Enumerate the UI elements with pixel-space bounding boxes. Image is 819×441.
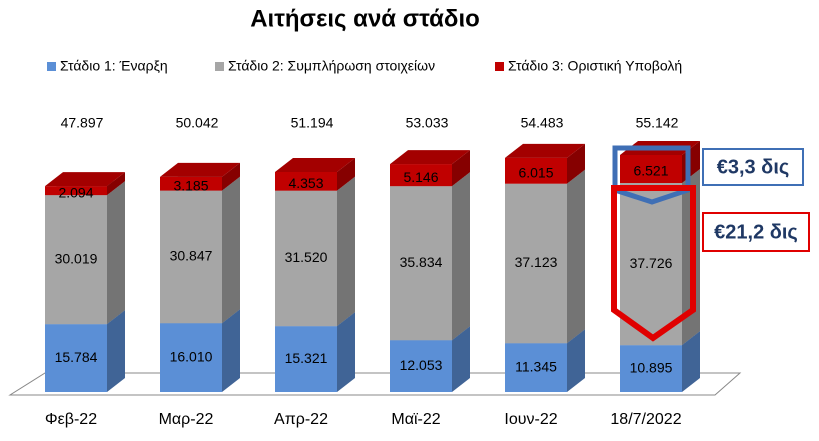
annotation-box: [702, 148, 804, 186]
bar-segment: [390, 150, 470, 187]
total-label: 54.483: [521, 115, 564, 131]
bar-front: [620, 155, 682, 184]
bar-side: [337, 312, 355, 392]
data-label: 15.321: [285, 350, 328, 366]
chart-title: Αιτήσεις ανά στάδιο: [250, 5, 480, 32]
annotation: €3,3 δις: [717, 156, 790, 178]
legend-label: Στάδιο 3: Οριστική Υποβολή: [508, 58, 682, 74]
bar-side: [222, 162, 240, 191]
highlight-stage3: [612, 145, 691, 205]
bar-segment: [505, 143, 585, 184]
bar-side: [107, 172, 125, 196]
bar-top: [160, 162, 240, 177]
bar-front: [160, 190, 222, 324]
data-label: 35.834: [400, 254, 443, 270]
bar-segment: [275, 157, 355, 191]
bar-side: [452, 326, 470, 392]
bar-side: [452, 172, 470, 341]
x-tick-label: Φεβ-22: [45, 411, 97, 428]
data-label: 6.015: [518, 164, 553, 180]
annotation-box: [702, 212, 810, 252]
bar-front: [275, 171, 337, 191]
bar-side: [107, 181, 125, 325]
legend-swatch: [495, 62, 504, 71]
x-tick-label: Ιουν-22: [504, 411, 557, 428]
data-label: 30.019: [55, 250, 98, 266]
bar-front: [390, 186, 452, 341]
highlight-stage2: [611, 185, 696, 342]
bar-segment: [160, 162, 240, 191]
x-tick-label: Μαρ-22: [159, 411, 214, 428]
bar-front: [390, 164, 452, 187]
bar-segment: [45, 172, 125, 196]
bar-side: [567, 329, 585, 392]
bar-front: [620, 345, 682, 392]
legend-label: Στάδιο 2: Συμπλήρωση στοιχείων: [228, 58, 435, 74]
bar-side: [567, 169, 585, 344]
plot: 15.784 30.019 2.094 47.897 Φεβ-22 16.010 30.84…: [45, 115, 700, 428]
bar-top: [45, 172, 125, 187]
total-label: 51.194: [291, 115, 334, 131]
total-label: 50.042: [176, 115, 219, 131]
x-tick-label: Μαϊ-22: [391, 411, 440, 428]
data-label: 30.847: [170, 248, 213, 264]
data-label: 10.895: [630, 359, 673, 375]
data-label: 11.345: [515, 358, 557, 374]
bar-side: [567, 143, 585, 184]
bar-front: [505, 343, 567, 392]
annotation: €21,2 δις: [714, 221, 798, 243]
bar-top: [505, 143, 585, 158]
bar-front: [45, 186, 107, 196]
bar-front: [275, 190, 337, 327]
legend-label: Στάδιο 1: Έναρξη: [60, 58, 168, 74]
total-label: 53.033: [406, 115, 449, 131]
data-label: 37.726: [630, 255, 673, 271]
legend-swatch: [215, 62, 224, 71]
bar-side: [337, 176, 355, 327]
data-label: 31.520: [285, 249, 328, 265]
data-label: 12.053: [400, 357, 443, 373]
legend-swatch: [47, 62, 56, 71]
bar-side: [452, 150, 470, 187]
data-label: 2.094: [58, 184, 93, 200]
bar-side: [107, 310, 125, 392]
data-label: 5.146: [403, 169, 438, 185]
data-label: 6.521: [633, 163, 668, 179]
bar-front: [160, 176, 222, 191]
bar-segment: [505, 169, 585, 344]
bar-front: [160, 323, 222, 392]
bar-side: [222, 176, 240, 324]
bar-front: [390, 340, 452, 392]
data-label: 4.353: [288, 175, 323, 191]
bar-side: [222, 309, 240, 392]
data-label: 37.123: [515, 254, 558, 270]
bar-front: [505, 183, 567, 344]
bar-side: [682, 331, 700, 392]
data-label: 16.010: [170, 348, 213, 364]
bar-front: [45, 324, 107, 392]
data-label: 3.185: [173, 177, 208, 193]
bar-top: [390, 150, 470, 165]
total-label: 55.142: [636, 115, 679, 131]
bar-front: [45, 195, 107, 325]
x-tick-label: 18/7/2022: [610, 411, 681, 428]
bar-top: [275, 157, 355, 172]
bar-front: [275, 326, 337, 392]
data-label: 15.784: [55, 349, 98, 365]
x-tick-label: Απρ-22: [274, 411, 328, 428]
total-label: 47.897: [61, 115, 104, 131]
bar-side: [337, 157, 355, 191]
bar-front: [505, 157, 567, 184]
